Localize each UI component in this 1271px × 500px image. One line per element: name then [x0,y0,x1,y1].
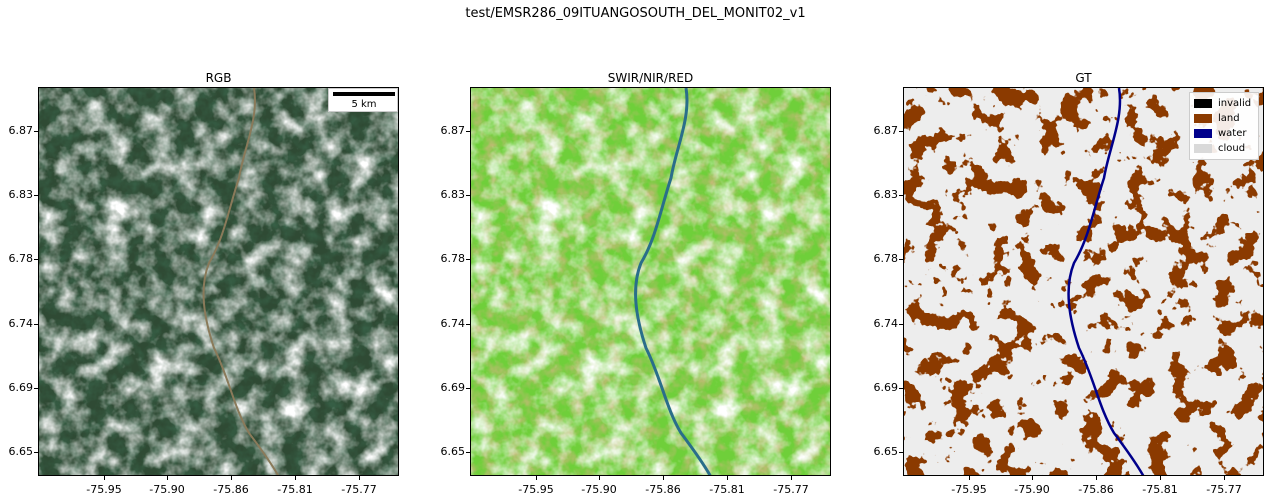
y-tick-mark [34,259,38,260]
x-tick-mark [536,476,537,480]
legend-item-water: water [1194,126,1254,141]
x-tick-label: -75.86 [1078,483,1114,496]
y-tick-mark [34,131,38,132]
scale-bar-label: 5 km [351,99,377,110]
gt-mask-panel: invalid land water cloud [903,87,1264,476]
rgb-satellite-image [39,88,398,475]
scale-bar: 5 km [328,88,398,112]
x-tick-label: -75.86 [645,483,681,496]
legend-label-water: water [1218,128,1247,139]
legend-swatch-land [1194,114,1212,123]
y-tick-mark [899,131,903,132]
x-tick-mark [791,476,792,480]
x-tick-mark [295,476,296,480]
legend-swatch-invalid [1194,99,1212,108]
x-tick-label: -75.95 [518,483,554,496]
y-tick-mark [34,388,38,389]
y-tick-label: 6.83 [873,188,899,201]
legend-item-land: land [1194,111,1254,126]
y-tick-label: 6.69 [873,381,899,394]
y-tick-label: 6.87 [440,124,466,137]
x-tick-mark [1160,476,1161,480]
x-tick-label: -75.81 [709,483,745,496]
y-tick-label: 6.74 [440,317,466,330]
y-tick-label: 6.69 [8,381,34,394]
y-tick-mark [466,195,470,196]
y-tick-mark [34,452,38,453]
figure-title: test/EMSR286_09ITUANGOSOUTH_DEL_MONIT02_… [465,6,806,21]
x-tick-label: -75.81 [1142,483,1178,496]
y-tick-label: 6.83 [440,188,466,201]
y-tick-label: 6.74 [8,317,34,330]
x-tick-mark [167,476,168,480]
panel-title-gt: GT [1075,71,1092,85]
x-tick-mark [663,476,664,480]
y-tick-label: 6.83 [8,188,34,201]
y-tick-mark [899,324,903,325]
x-tick-label: -75.90 [149,483,185,496]
x-tick-mark [1032,476,1033,480]
swir-image-panel [470,87,831,476]
y-tick-label: 6.78 [8,252,34,265]
y-tick-label: 6.65 [873,445,899,458]
x-tick-label: -75.95 [951,483,987,496]
y-tick-mark [466,131,470,132]
x-tick-mark [104,476,105,480]
y-tick-label: 6.87 [873,124,899,137]
x-tick-label: -75.81 [277,483,313,496]
y-tick-mark [899,259,903,260]
x-tick-mark [1224,476,1225,480]
y-tick-mark [34,195,38,196]
y-tick-mark [466,452,470,453]
x-tick-label: -75.77 [773,483,809,496]
y-tick-mark [899,452,903,453]
legend-item-cloud: cloud [1194,141,1254,156]
panel-title-rgb: RGB [205,71,232,85]
x-tick-mark [359,476,360,480]
panel-title-swir: SWIR/NIR/RED [607,71,694,85]
x-tick-mark [969,476,970,480]
x-tick-label: -75.77 [341,483,377,496]
swir-satellite-image [471,88,830,475]
x-tick-label: -75.90 [1014,483,1050,496]
legend-item-invalid: invalid [1194,96,1254,111]
x-tick-label: -75.86 [213,483,249,496]
x-tick-label: -75.90 [581,483,617,496]
legend-swatch-water [1194,129,1212,138]
legend: invalid land water cloud [1189,92,1259,160]
y-tick-mark [466,324,470,325]
x-tick-label: -75.77 [1206,483,1242,496]
rgb-image-panel: 5 km [38,87,399,476]
y-tick-label: 6.74 [873,317,899,330]
y-tick-label: 6.65 [440,445,466,458]
y-tick-mark [466,259,470,260]
x-tick-mark [599,476,600,480]
y-tick-label: 6.65 [8,445,34,458]
x-tick-label: -75.95 [86,483,122,496]
y-tick-label: 6.87 [8,124,34,137]
y-tick-mark [34,324,38,325]
y-tick-mark [466,388,470,389]
y-tick-label: 6.78 [873,252,899,265]
scale-bar-line [333,92,395,96]
legend-label-cloud: cloud [1218,143,1246,154]
x-tick-mark [231,476,232,480]
legend-label-invalid: invalid [1218,98,1252,109]
y-tick-label: 6.78 [440,252,466,265]
legend-label-land: land [1218,113,1240,124]
y-tick-mark [899,195,903,196]
legend-swatch-cloud [1194,144,1212,153]
x-tick-mark [1096,476,1097,480]
gt-mask-image [904,88,1263,475]
y-tick-mark [899,388,903,389]
x-tick-mark [727,476,728,480]
y-tick-label: 6.69 [440,381,466,394]
